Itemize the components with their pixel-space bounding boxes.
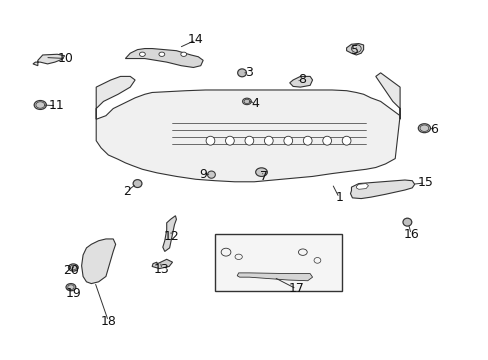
Polygon shape: [289, 76, 312, 87]
Text: 15: 15: [417, 176, 432, 189]
Ellipse shape: [237, 69, 246, 77]
Polygon shape: [96, 76, 135, 119]
Ellipse shape: [417, 124, 429, 133]
Ellipse shape: [159, 52, 164, 57]
Text: 7: 7: [260, 170, 267, 183]
Text: 8: 8: [297, 73, 305, 86]
Text: 2: 2: [122, 185, 130, 198]
Text: 12: 12: [163, 230, 179, 243]
Ellipse shape: [322, 136, 331, 145]
Polygon shape: [375, 73, 399, 119]
FancyBboxPatch shape: [215, 234, 341, 292]
Polygon shape: [152, 259, 172, 269]
Text: 10: 10: [58, 52, 74, 65]
Polygon shape: [163, 216, 176, 251]
Ellipse shape: [313, 257, 320, 263]
Ellipse shape: [303, 136, 311, 145]
Text: 9: 9: [199, 168, 207, 181]
Polygon shape: [237, 273, 312, 281]
Text: 4: 4: [251, 97, 259, 110]
Polygon shape: [33, 54, 64, 66]
Text: 17: 17: [288, 283, 304, 296]
Ellipse shape: [34, 100, 46, 109]
Ellipse shape: [242, 98, 251, 105]
Text: 16: 16: [403, 228, 418, 241]
Ellipse shape: [244, 136, 253, 145]
Text: 6: 6: [429, 123, 437, 136]
Ellipse shape: [342, 136, 350, 145]
Ellipse shape: [207, 171, 215, 178]
Ellipse shape: [139, 52, 145, 57]
Text: 11: 11: [48, 99, 64, 112]
Polygon shape: [356, 184, 368, 189]
Polygon shape: [81, 239, 116, 284]
Ellipse shape: [181, 52, 186, 57]
Text: 20: 20: [63, 264, 79, 276]
Text: 18: 18: [100, 315, 116, 328]
Ellipse shape: [255, 168, 267, 176]
Text: 13: 13: [154, 263, 169, 276]
Ellipse shape: [235, 254, 242, 260]
Ellipse shape: [351, 45, 361, 53]
Ellipse shape: [205, 136, 214, 145]
Text: 1: 1: [335, 192, 343, 204]
Text: 5: 5: [351, 44, 359, 57]
Ellipse shape: [68, 264, 78, 271]
Polygon shape: [125, 49, 203, 67]
Polygon shape: [346, 44, 363, 55]
Ellipse shape: [133, 180, 142, 188]
Ellipse shape: [225, 136, 234, 145]
Ellipse shape: [264, 136, 273, 145]
Ellipse shape: [298, 249, 306, 255]
Ellipse shape: [284, 136, 292, 145]
Text: 3: 3: [245, 66, 253, 79]
Text: 14: 14: [187, 33, 203, 46]
Ellipse shape: [66, 284, 76, 291]
Ellipse shape: [402, 218, 411, 226]
Ellipse shape: [221, 248, 230, 256]
Text: 19: 19: [65, 287, 81, 300]
Polygon shape: [96, 90, 399, 182]
Polygon shape: [350, 180, 414, 199]
